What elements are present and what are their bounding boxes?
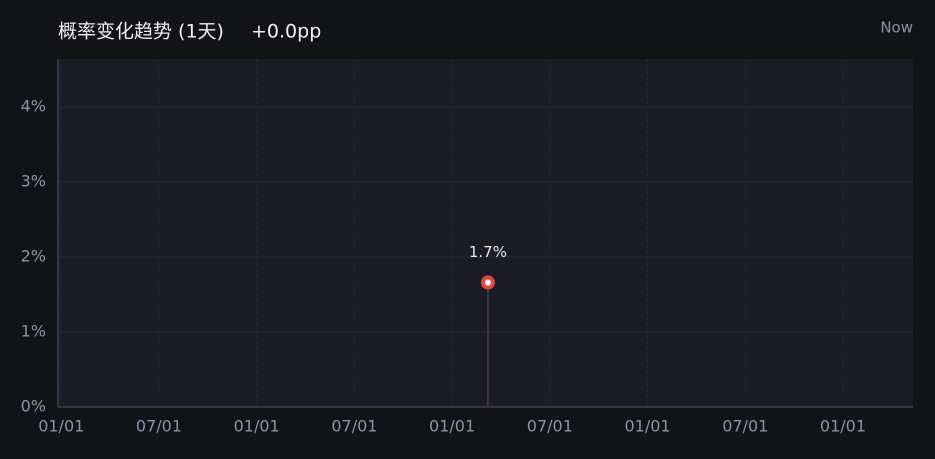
y-tick-label: 4% <box>21 97 46 116</box>
y-tick-label: 1% <box>21 322 46 341</box>
change-label: +0.0pp <box>251 21 321 43</box>
y-tick-label: 3% <box>21 172 46 191</box>
x-tick-label: 01/01 <box>624 417 670 436</box>
data-label: 1.7% <box>469 243 507 261</box>
x-tick-label: 01/01 <box>38 417 84 436</box>
plot-area <box>58 59 913 407</box>
x-tick-label: 07/01 <box>331 417 377 436</box>
x-tick-label: 07/01 <box>722 417 768 436</box>
x-tick-label: 07/01 <box>527 417 573 436</box>
chart-title: 概率变化趋势 (1天) <box>58 21 224 43</box>
x-tick-label: 01/01 <box>820 417 866 436</box>
data-point-center <box>484 279 491 286</box>
x-tick-label: 07/01 <box>136 417 182 436</box>
x-tick-label: 01/01 <box>429 417 475 436</box>
y-tick-label: 0% <box>21 397 46 416</box>
x-tick-label: 01/01 <box>234 417 280 436</box>
time-label: Now <box>880 19 913 37</box>
y-tick-label: 2% <box>21 247 46 266</box>
